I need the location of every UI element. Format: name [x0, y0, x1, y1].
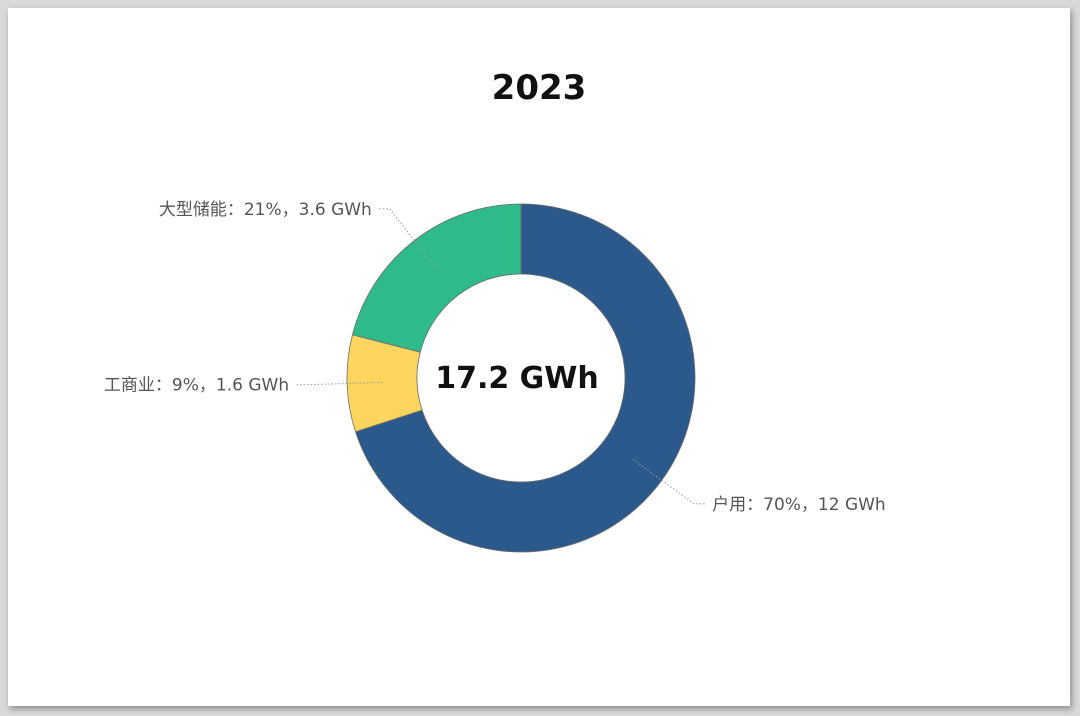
slice-label-commercial: 工商业：9%，1.6 GWh [104, 376, 289, 396]
slice-label-large-storage: 大型储能：21%，3.6 GWh [159, 200, 372, 220]
chart-title: 2023 [491, 68, 587, 108]
chart-card: 2023 17.2 GWh 户用：70%，12 GWh 工商业：9%，1.6 G… [8, 8, 1070, 706]
donut-chart: 17.2 GWh 户用：70%，12 GWh 工商业：9%，1.6 GWh 大型… [104, 200, 886, 553]
leader-line [295, 381, 383, 386]
leader-line [377, 208, 437, 269]
slice-label-household: 户用：70%，12 GWh [712, 495, 886, 515]
leader-line [633, 459, 707, 505]
leader-lines [295, 208, 707, 505]
slice-large-storage [351, 203, 522, 353]
donut-slices [346, 203, 696, 553]
center-total-label: 17.2 GWh [435, 361, 599, 396]
slice-household [355, 203, 696, 553]
